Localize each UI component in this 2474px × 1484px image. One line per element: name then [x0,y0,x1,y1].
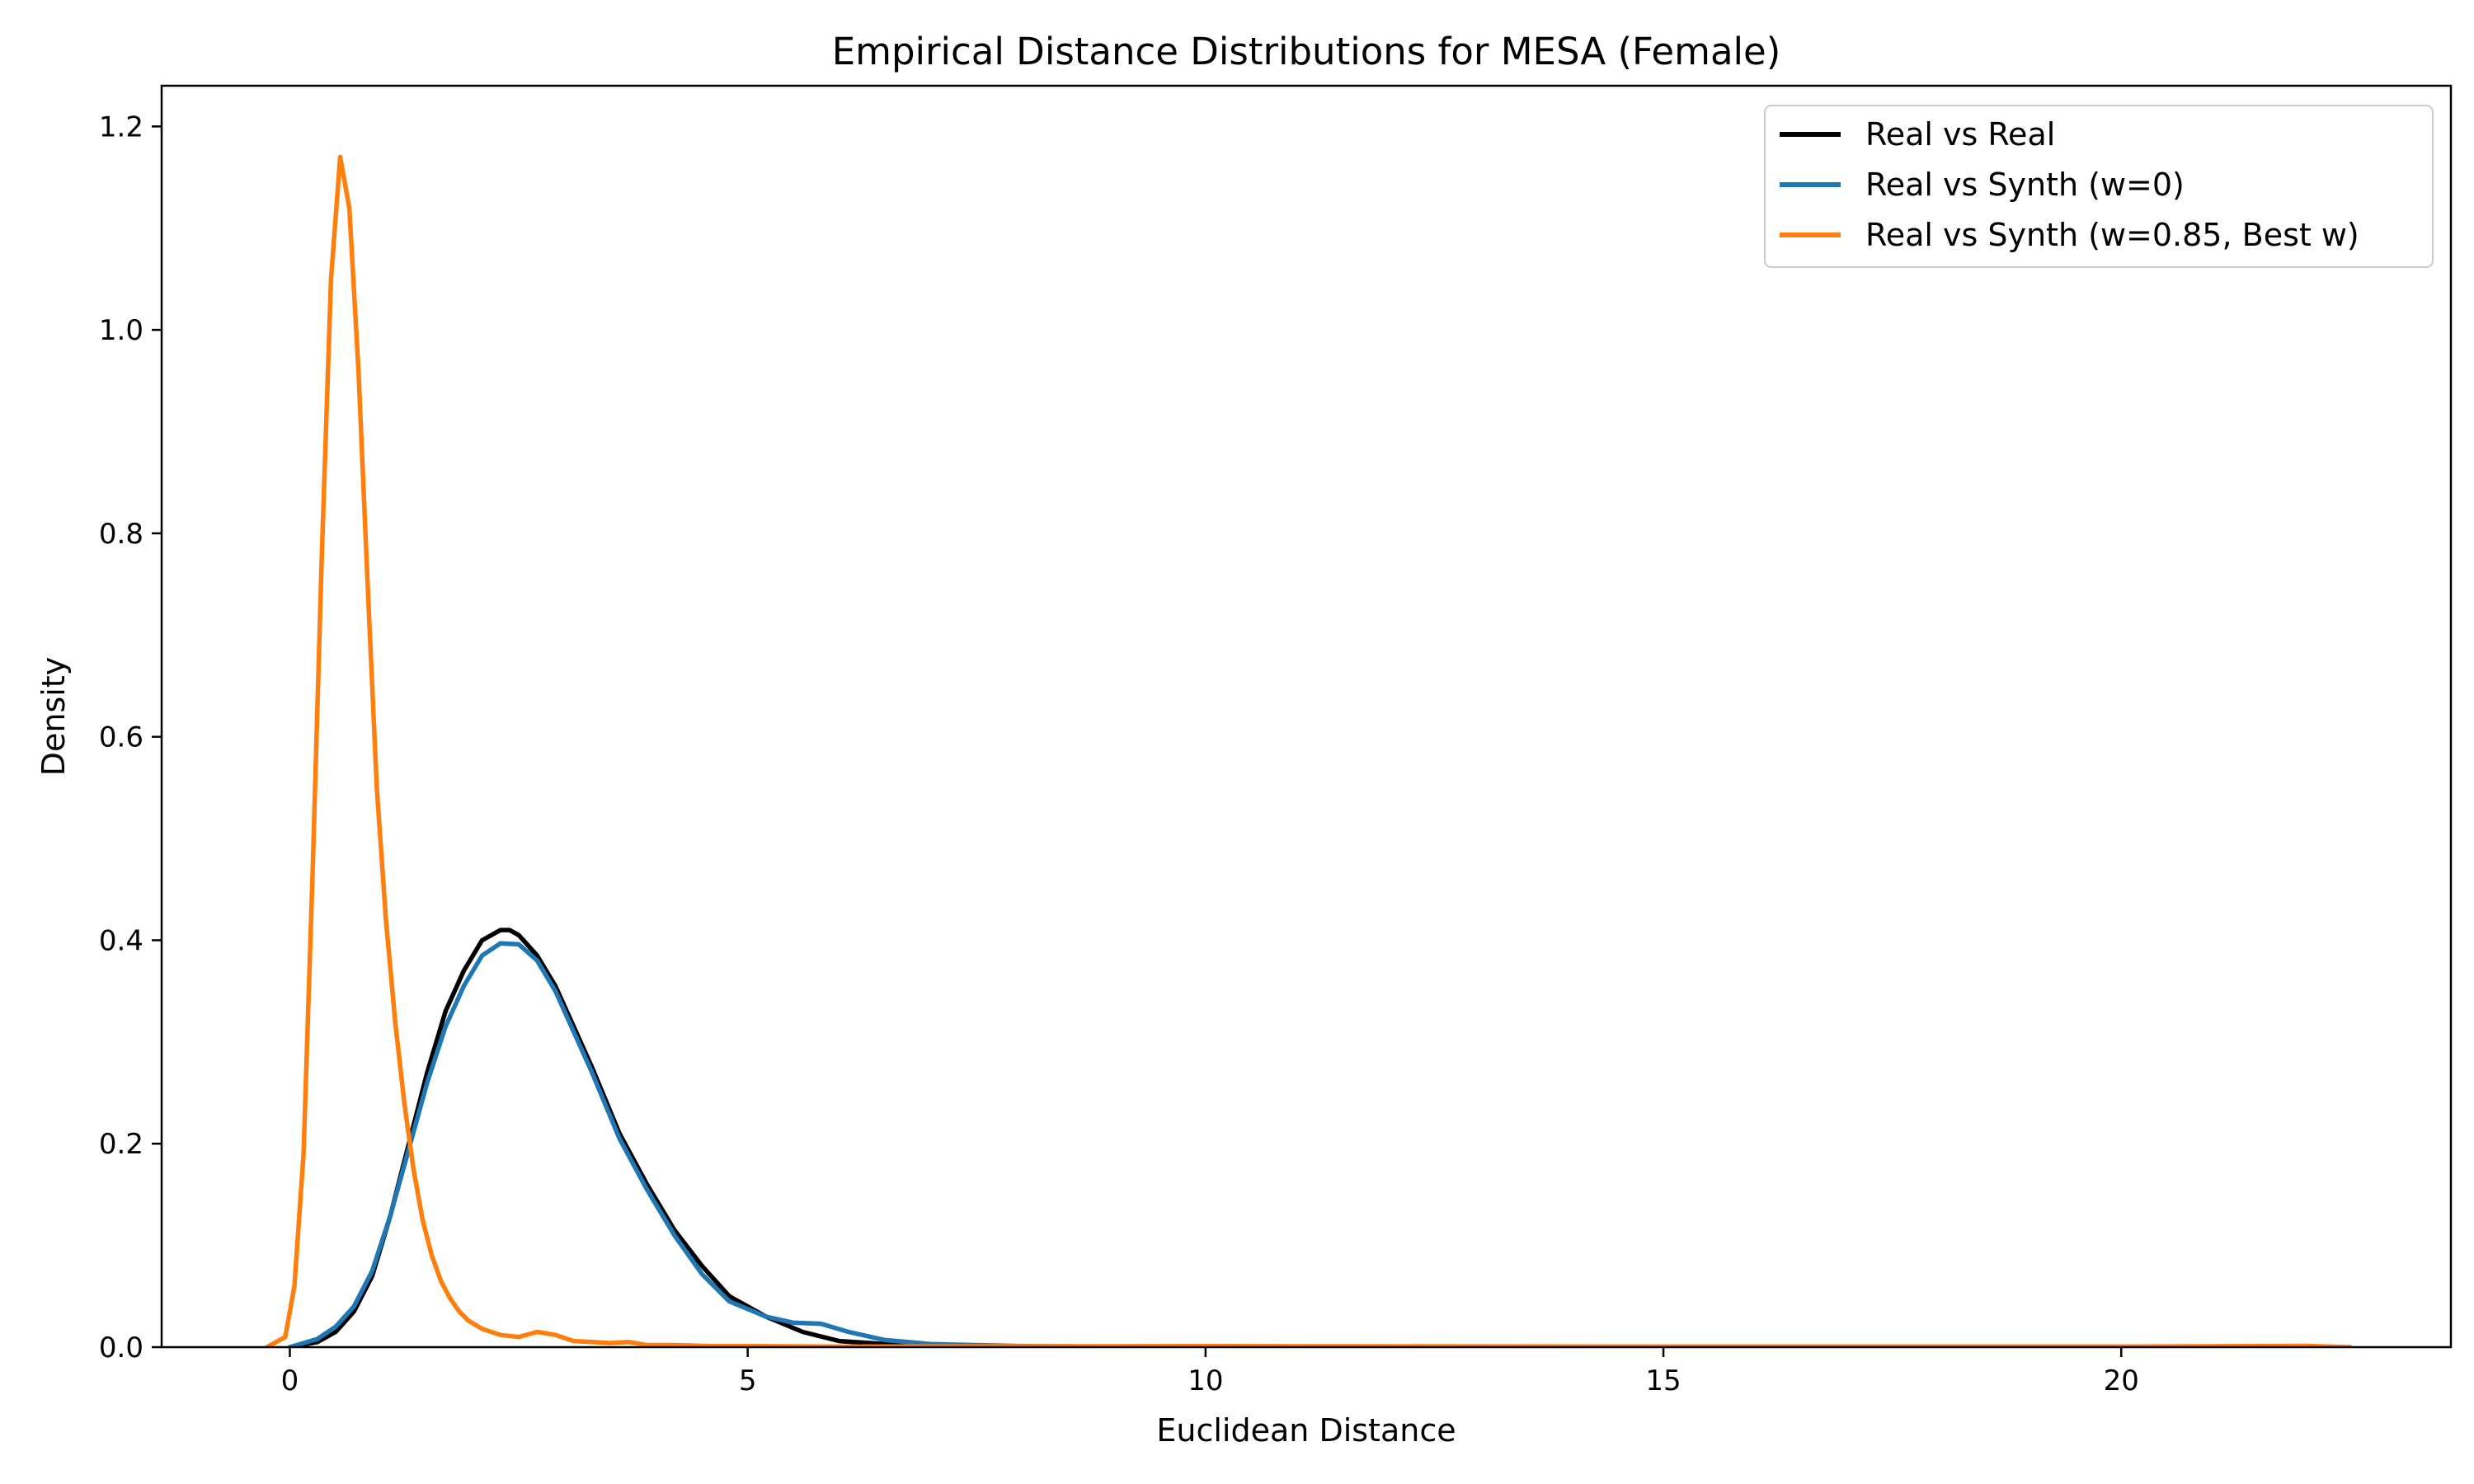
series-line-2 [264,154,2353,1347]
x-tick-label: 20 [2104,1364,2139,1397]
x-tick-label: 15 [1645,1364,1681,1397]
x-tick-label: 0 [281,1364,299,1397]
series-line-1 [287,941,1208,1347]
x-tick-label: 10 [1188,1364,1223,1397]
y-tick-label: 0.0 [99,1331,143,1364]
y-tick-label: 0.2 [99,1128,143,1161]
y-tick-label: 0.6 [99,721,143,754]
legend-label-2: Real vs Synth (w=0.85, Best w) [1865,217,2359,253]
y-axis-title: Density [35,657,72,776]
series-line-0 [287,928,1208,1347]
plot-frame [160,84,2453,1349]
plot-area: 0 5 10 15 20 0.0 0.2 0.4 0.6 0.8 1.0 1.2 Empirical D… [35,30,2453,1449]
legend-label-0: Real vs Real [1865,116,2055,153]
y-tick-label: 0.4 [99,924,143,957]
legend-box [1764,105,2434,268]
x-axis-title: Euclidean Distance [1156,1412,1456,1449]
chart-title: Empirical Distance Distributions for MES… [832,30,1781,73]
x-tick-label: 5 [739,1364,757,1397]
y-tick-label: 0.8 [99,518,143,551]
y-tick-label: 1.2 [99,110,143,143]
y-tick-label: 1.0 [99,314,143,347]
legend-label-1: Real vs Synth (w=0) [1865,167,2185,203]
